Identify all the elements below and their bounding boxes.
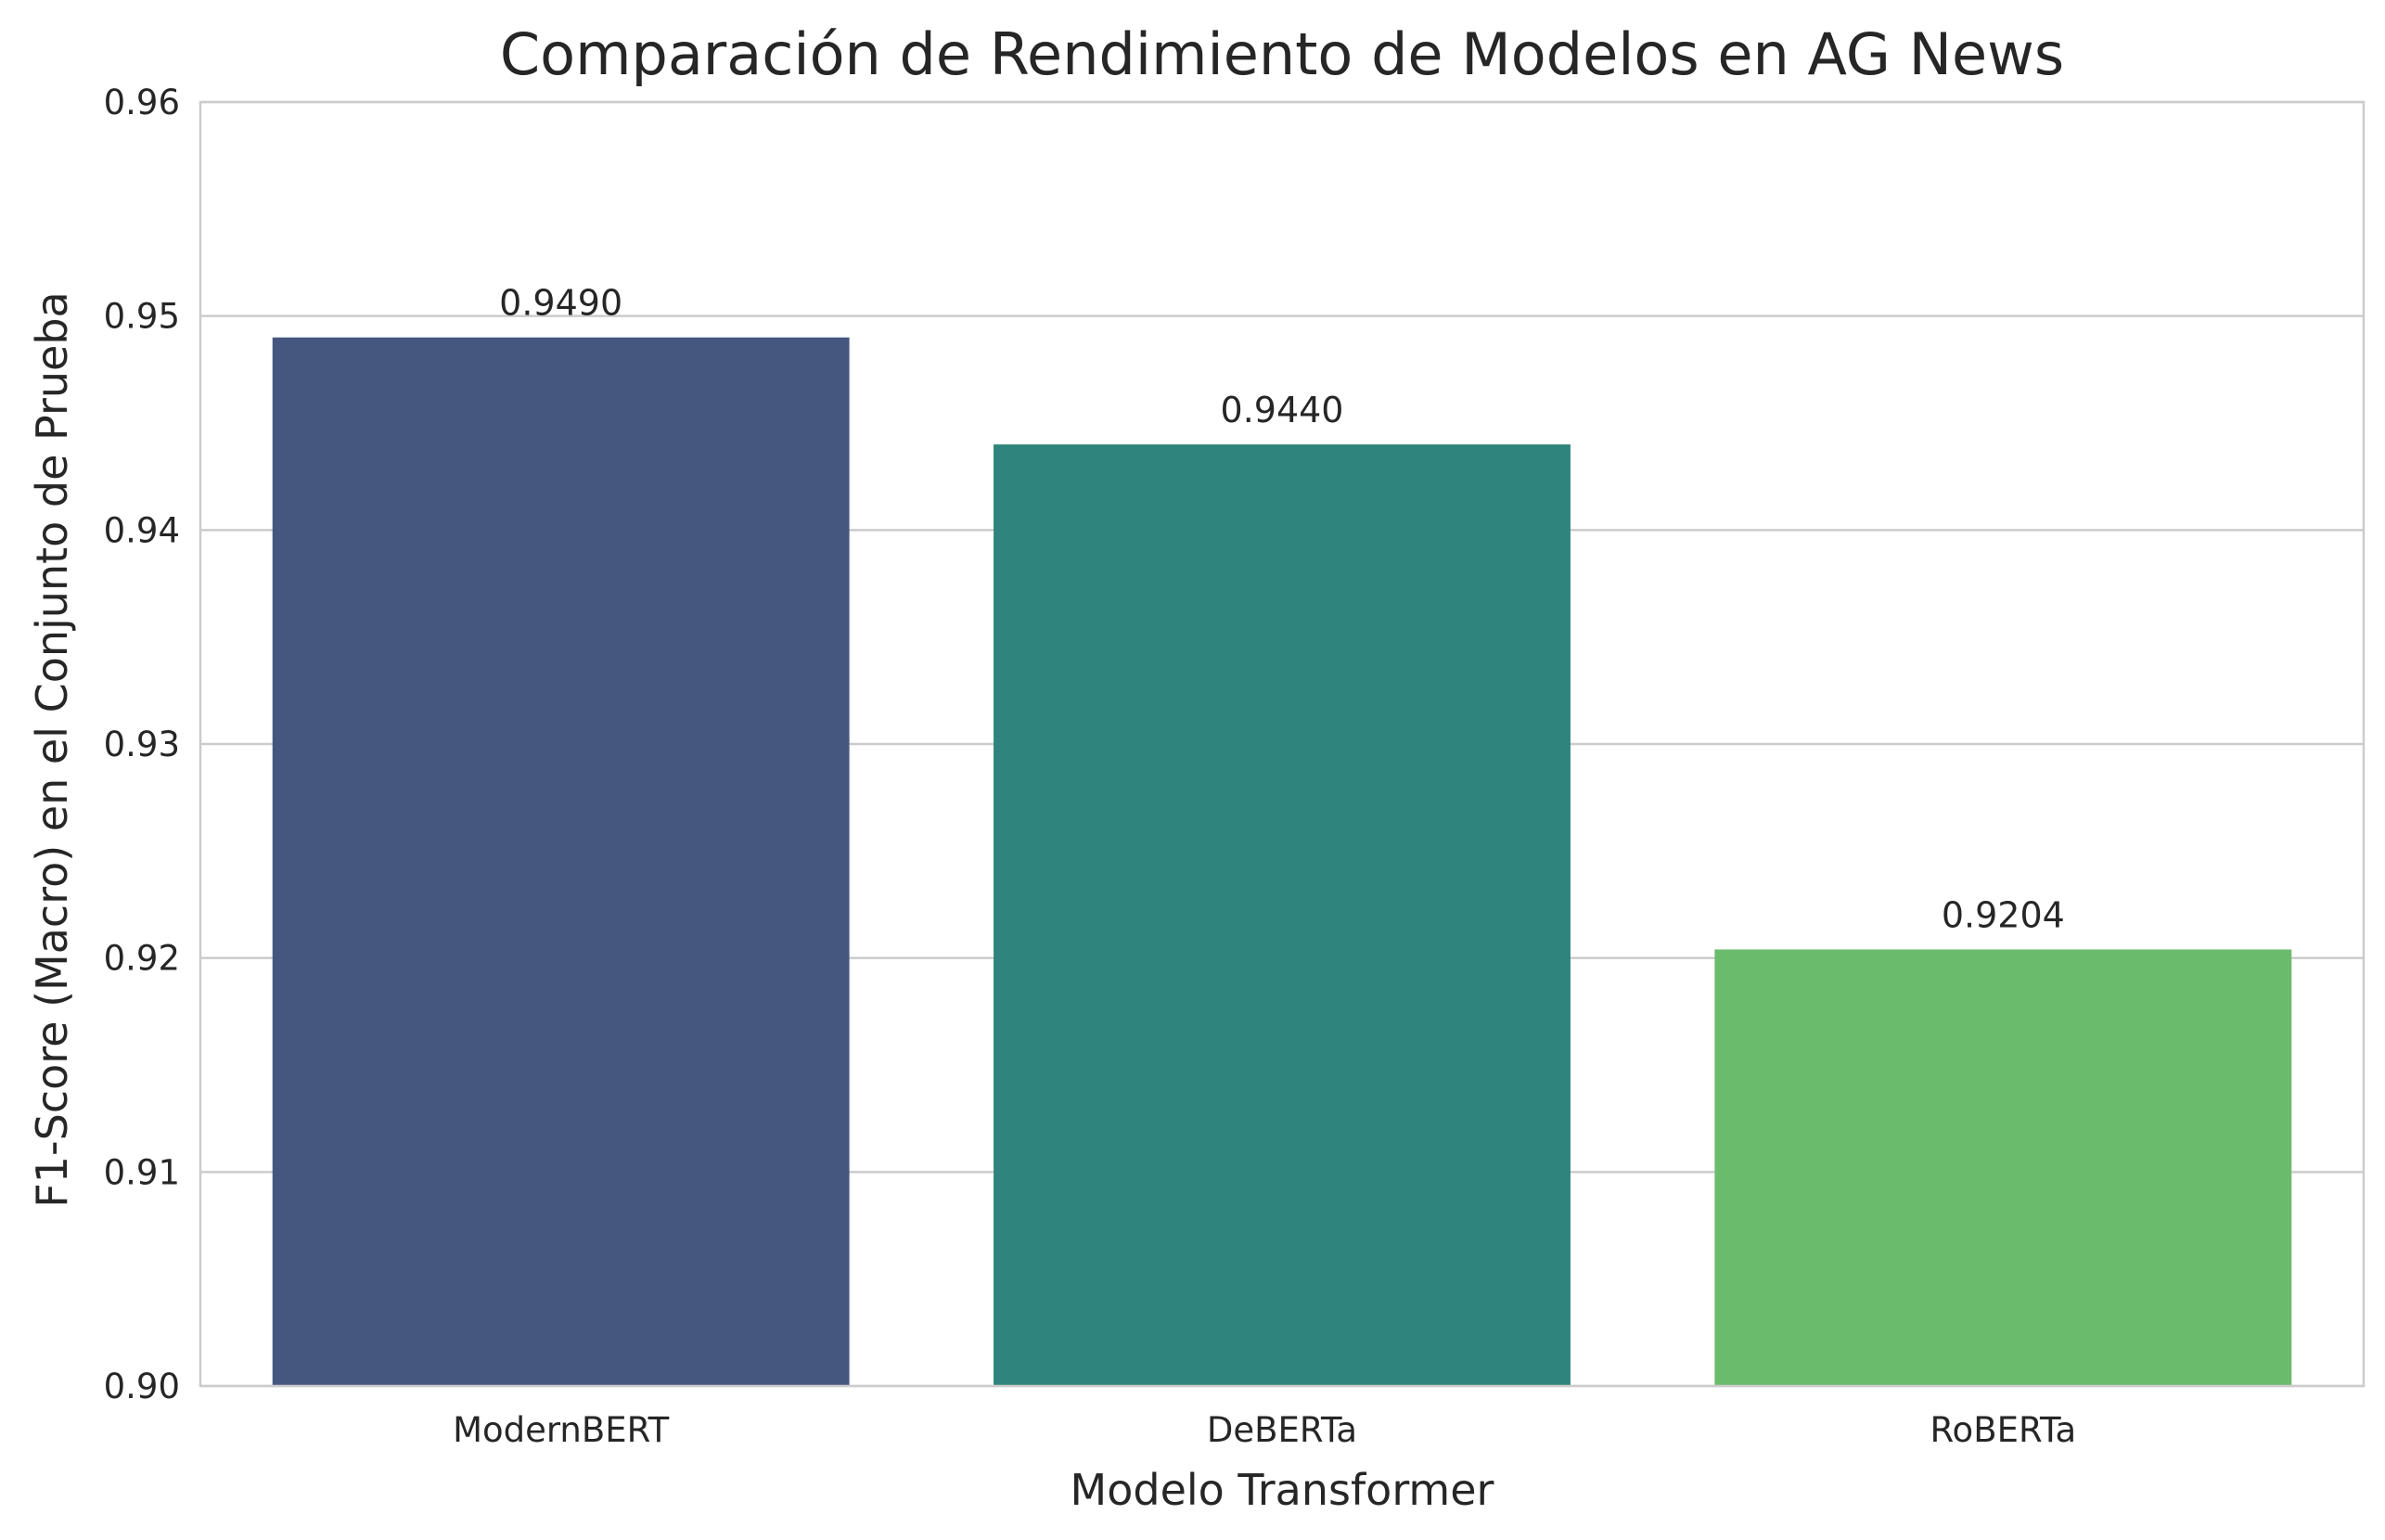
bar-roberta (1714, 949, 2292, 1386)
bar-data-labels: 0.9490 0.9440 0.9204 (499, 283, 2065, 936)
y-tick-label: 0.90 (104, 1367, 180, 1406)
y-tick-label: 0.96 (104, 83, 180, 122)
y-tick-label: 0.94 (104, 510, 180, 550)
plot-frame (199, 100, 2366, 1388)
bar-value-label: 0.9204 (1942, 894, 2065, 935)
chart-title: Comparación de Rendimiento de Modelos en… (500, 20, 2064, 88)
y-tick-label: 0.93 (104, 725, 180, 764)
y-axis-label: F1-Score (Macro) en el Conjunto de Prueb… (27, 291, 77, 1207)
x-axis-label: Modelo Transformer (1071, 1465, 1494, 1515)
x-tick-label: DeBERTa (1207, 1410, 1357, 1450)
x-tick-label: ModernBERT (453, 1410, 670, 1450)
bar-value-label: 0.9440 (1221, 390, 1344, 430)
bars (272, 337, 2292, 1387)
y-tick-label: 0.91 (104, 1152, 180, 1192)
bar-value-label: 0.9490 (499, 283, 622, 324)
y-tick-label: 0.95 (104, 297, 180, 337)
y-tick-label: 0.92 (104, 939, 180, 979)
x-tick-labels: ModernBERT DeBERTa RoBERTa (453, 1410, 2076, 1450)
x-tick-label: RoBERTa (1930, 1410, 2077, 1450)
y-tick-labels: 0.90 0.91 0.92 0.93 0.94 0.95 0.96 (104, 83, 180, 1406)
bar-deberta (994, 444, 1571, 1387)
bar-modernbert (272, 337, 850, 1386)
